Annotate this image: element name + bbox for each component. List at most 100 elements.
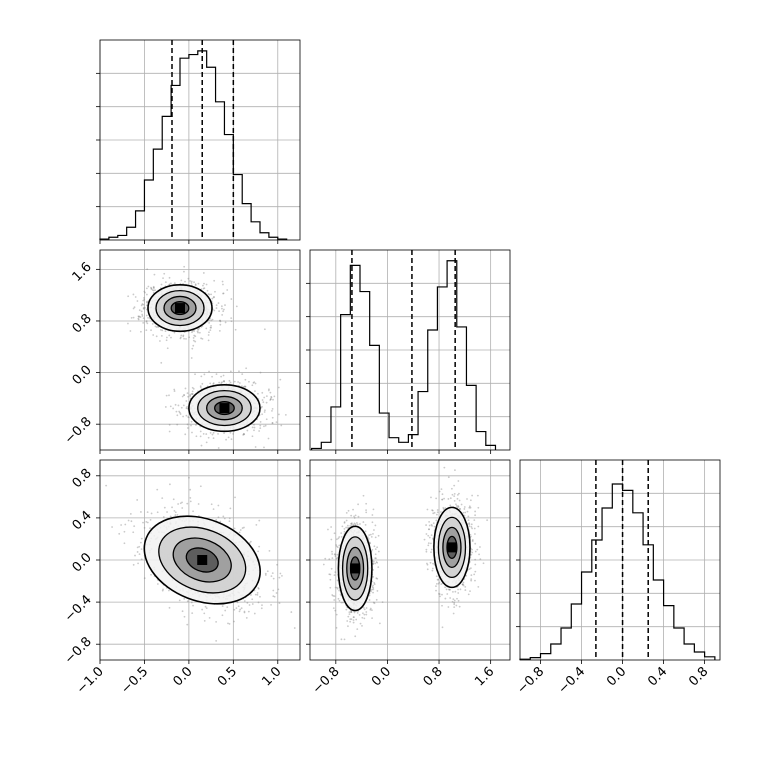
scatter-point: [132, 563, 135, 566]
scatter-point: [196, 330, 199, 333]
scatter-point: [354, 523, 357, 526]
x-tick-label: 0.4: [645, 664, 670, 689]
scatter-point: [192, 344, 195, 347]
scatter-point: [212, 296, 215, 299]
scatter-point: [198, 327, 201, 330]
scatter-point: [133, 306, 136, 309]
scatter-point: [202, 432, 205, 435]
scatter-point: [426, 568, 429, 571]
scatter-point: [453, 603, 456, 606]
scatter-point: [137, 315, 140, 318]
scatter-point: [258, 545, 261, 548]
scatter-point: [176, 414, 179, 417]
scatter-point: [372, 601, 375, 604]
scatter-point: [186, 423, 189, 426]
scatter-point: [174, 511, 177, 514]
scatter-point: [202, 284, 204, 287]
y-tick-label: 0.0: [70, 550, 95, 575]
scatter-point: [181, 610, 184, 613]
scatter-point: [232, 432, 235, 435]
scatter-point: [239, 608, 242, 611]
scatter-point: [251, 598, 254, 601]
scatter-point: [162, 588, 164, 591]
scatter-point: [256, 592, 259, 594]
scatter-point: [263, 425, 265, 428]
scatter-point: [431, 569, 434, 572]
histogram-bar: [242, 204, 251, 240]
scatter-point: [331, 594, 334, 596]
scatter-point: [230, 298, 233, 300]
scatter-point: [257, 587, 260, 590]
scatter-point: [239, 529, 242, 531]
histogram-bar: [602, 508, 612, 660]
scatter-point: [171, 506, 173, 509]
scatter-point: [142, 322, 145, 324]
scatter-point: [431, 509, 434, 512]
scatter-point: [269, 399, 272, 401]
scatter-point: [330, 567, 333, 570]
x-tick-label: 1.0: [259, 664, 284, 689]
scatter-point: [444, 597, 447, 600]
scatter-point: [155, 326, 158, 329]
x-tick-label: 0.8: [686, 664, 711, 689]
scatter-point: [223, 308, 225, 311]
scatter-point: [152, 334, 155, 336]
scatter-point: [205, 327, 208, 330]
scatter-point: [221, 314, 224, 316]
scatter-point: [263, 411, 266, 413]
scatter-point: [375, 598, 378, 601]
scatter-point: [111, 526, 113, 528]
scatter-point: [145, 314, 148, 317]
scatter-point: [259, 421, 262, 423]
scatter-point: [353, 517, 356, 519]
scatter-point: [482, 562, 485, 565]
scatter-point: [463, 508, 466, 510]
scatter-point: [259, 427, 262, 429]
scatter-point: [127, 295, 130, 298]
density-cluster: [160, 357, 287, 450]
scatter-point: [168, 430, 171, 433]
hist-param-1: [96, 39, 301, 244]
scatter-point: [178, 599, 181, 602]
scatter-point: [439, 595, 441, 598]
scatter-point: [207, 334, 210, 336]
scatter-point: [361, 625, 363, 627]
scatter-point: [251, 435, 254, 438]
scatter-point: [182, 415, 184, 418]
scatter-point: [456, 597, 458, 600]
scatter-point: [435, 585, 437, 588]
scatter-point: [168, 283, 171, 286]
x-tick-label: 0.8: [421, 664, 446, 689]
scatter-point: [265, 395, 268, 397]
scatter-point: [235, 607, 238, 610]
scatter-point: [129, 330, 132, 332]
scatter-point: [426, 562, 428, 565]
scatter-point: [166, 511, 168, 513]
histogram-bar: [623, 490, 633, 660]
scatter-point: [191, 331, 193, 334]
scatter-point: [264, 574, 267, 576]
y-tick-label: 0.8: [70, 466, 95, 491]
scatter-point: [212, 431, 215, 434]
scatter-point: [243, 433, 245, 436]
scatter-point: [197, 328, 199, 330]
scatter-point: [267, 437, 270, 440]
scatter-point: [440, 488, 443, 491]
scatter-point: [432, 512, 435, 515]
scatter-point: [256, 593, 259, 596]
scatter-point: [477, 525, 480, 528]
scatter-point: [249, 540, 252, 543]
histogram-bar: [408, 435, 418, 450]
scatter-point: [159, 328, 162, 331]
scatter-point: [349, 525, 352, 527]
scatter-point: [474, 570, 477, 573]
histogram-bar: [437, 287, 447, 450]
scatter-point: [179, 502, 182, 505]
density-peak: [350, 563, 361, 574]
scatter-point: [229, 370, 232, 373]
scatter-point: [118, 532, 121, 535]
scatter-point: [263, 328, 266, 331]
scatter-point: [194, 284, 197, 287]
scatter-point: [331, 550, 333, 553]
scatter-point: [217, 504, 220, 507]
